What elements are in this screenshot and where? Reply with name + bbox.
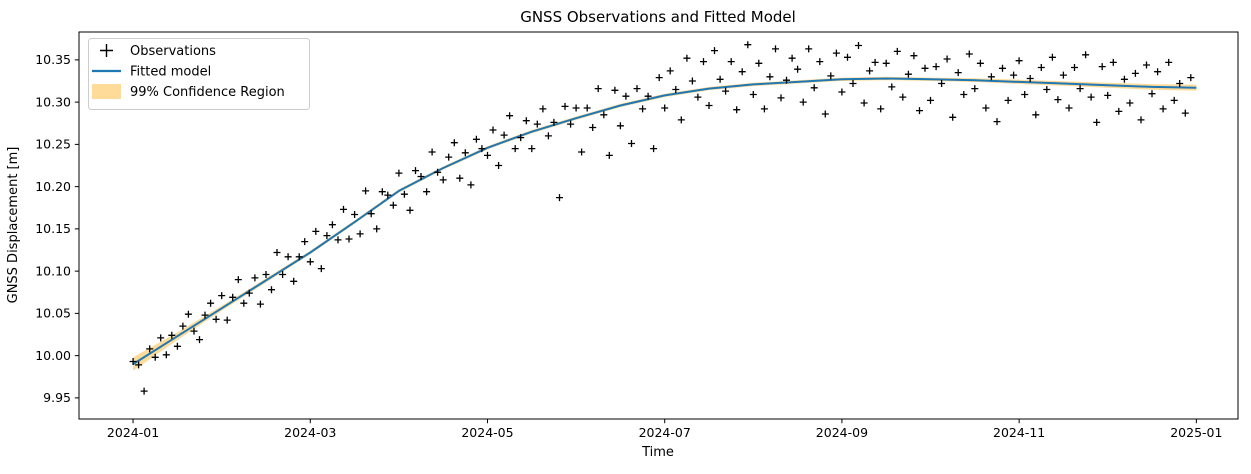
x-tick-label: 2024-11 (993, 425, 1045, 440)
y-tick-label: 10.10 (35, 263, 71, 278)
legend-label: 99% Confidence Region (130, 85, 285, 100)
axes-frame (78, 31, 1239, 420)
y-tick-label: 10.15 (35, 221, 71, 236)
y-tick-label: 10.00 (35, 348, 71, 363)
legend-label: Fitted model (130, 65, 211, 80)
plot-area: 2024-01 2024-03 2024-05 2024-07 2024-09 2024-… (35, 31, 1239, 440)
x-tick-label: 2024-03 (284, 425, 336, 440)
legend-patch-marker-icon (92, 84, 121, 99)
y-tick-label: 10.30 (35, 94, 71, 109)
fitted-model-line (132, 77, 1197, 365)
y-tick-label: 10.25 (35, 137, 71, 152)
legend-plus-marker-icon (100, 44, 113, 57)
y-tick-label: 10.35 (35, 52, 71, 67)
y-tick-label: 9.95 (43, 390, 71, 405)
legend: Observations Fitted model 99% Confidence R… (88, 38, 310, 110)
x-tick-label: 2024-09 (816, 425, 868, 440)
legend-box (88, 38, 310, 110)
x-tick-label: 2024-07 (639, 425, 691, 440)
legend-label: Observations (130, 44, 216, 59)
x-tick-label: 2025-01 (1170, 425, 1222, 440)
x-axis-label: Time (641, 445, 674, 460)
confidence-band (133, 76, 1197, 371)
chart-title: GNSS Observations and Fitted Model (520, 8, 796, 26)
y-tick-label: 10.05 (35, 306, 71, 321)
observation-markers (129, 41, 1195, 395)
y-axis-label: GNSS Displacement [m] (6, 147, 21, 304)
y-tick-label: 10.20 (35, 179, 71, 194)
x-tick-label: 2024-05 (461, 425, 513, 440)
x-tick-label: 2024-01 (107, 425, 159, 440)
